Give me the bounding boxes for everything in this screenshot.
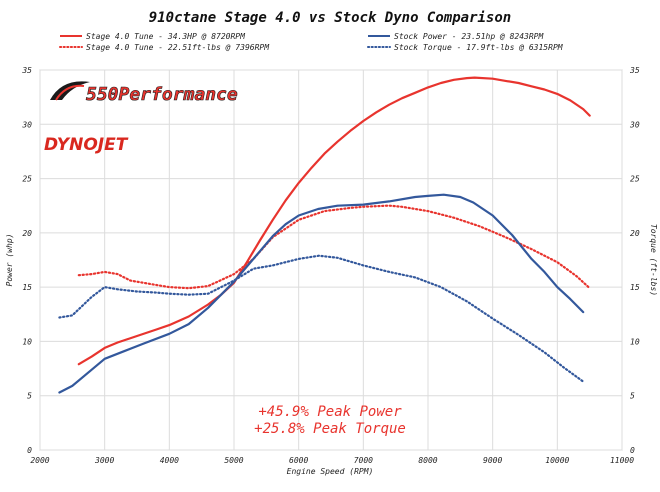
- x-tick-label: 8000: [418, 456, 437, 465]
- x-axis-label: Engine Speed (RPM): [287, 467, 374, 476]
- y-tick-label-left: 35: [21, 66, 32, 75]
- y-tick-label-right: 30: [629, 120, 640, 129]
- series-line-1: [77, 204, 591, 290]
- grid-lines: [39, 69, 623, 451]
- y-tick-label-left: 25: [22, 175, 32, 184]
- tick-labels: 2000 3000 4000 5000 6000 7000 8000 9000 10000 110…: [21, 66, 639, 465]
- series-line-2: [58, 193, 585, 394]
- y-tick-label-right: 10: [630, 337, 640, 346]
- y-tick-label-right: 15: [630, 283, 640, 292]
- legend-label-0: Stage 4.0 Tune - 34.3HP @ 8720RPM: [86, 32, 246, 41]
- y-tick-label-left: 0: [27, 446, 32, 455]
- chart-title: 910ctane Stage 4.0 vs Stock Dyno Compari…: [149, 10, 511, 26]
- y-tick-label-right: 25: [630, 175, 640, 184]
- y-tick-label-right: 0: [630, 446, 635, 455]
- plot-area: [39, 69, 623, 451]
- y-tick-label-right: 35: [629, 66, 640, 75]
- y-tick-label-left: 15: [22, 283, 32, 292]
- dynojet-logo-text: DYNOJET: [44, 135, 129, 155]
- y-tick-label-left: 10: [22, 337, 32, 346]
- y-axis-label-left: Power (whp): [5, 234, 14, 287]
- logo-swoosh-red-icon: [55, 84, 85, 101]
- x-tick-label: 7000: [354, 456, 373, 465]
- 550performance-logo: 550Performance: [50, 81, 238, 105]
- y-tick-label-left: 20: [22, 229, 32, 238]
- brand-logo-text: 550Performance: [86, 84, 238, 105]
- y-tick-label-left: 30: [21, 120, 32, 129]
- legend-label-1: Stage 4.0 Tune - 22.51ft-lbs @ 7396RPM: [86, 43, 270, 52]
- y-axis-label-right: Torque (ft-lbs): [649, 224, 658, 296]
- legend-label-2: Stock Power - 23.51hp @ 8243RPM: [394, 32, 544, 41]
- dynojet-logo: DYNOJET: [44, 135, 129, 155]
- x-tick-label: 3000: [94, 456, 114, 465]
- annotation-peak-power: +45.9% Peak Power: [258, 404, 402, 420]
- x-tick-label: 4000: [160, 456, 179, 465]
- legend-label-3: Stock Torque - 17.9ft-lbs @ 6315RPM: [394, 43, 564, 52]
- y-tick-label-left: 5: [27, 392, 32, 401]
- series-line-0: [77, 76, 591, 366]
- x-tick-label: 5000: [224, 456, 243, 465]
- annotation-peak-torque: +25.8% Peak Torque: [254, 421, 406, 437]
- legend: Stage 4.0 Tune - 34.3HP @ 8720RPM Stage 4…: [59, 32, 564, 52]
- annotations: +45.9% Peak Power +25.8% Peak Torque: [254, 404, 406, 437]
- x-tick-label: 9000: [483, 456, 502, 465]
- x-tick-label: 10000: [545, 456, 569, 465]
- y-tick-label-right: 20: [630, 229, 640, 238]
- series-lines: [58, 76, 591, 394]
- x-tick-label: 2000: [30, 456, 49, 465]
- x-tick-label: 11000: [610, 456, 634, 465]
- x-tick-label: 6000: [289, 456, 308, 465]
- series-line-3: [58, 254, 585, 383]
- y-tick-label-right: 5: [630, 392, 635, 401]
